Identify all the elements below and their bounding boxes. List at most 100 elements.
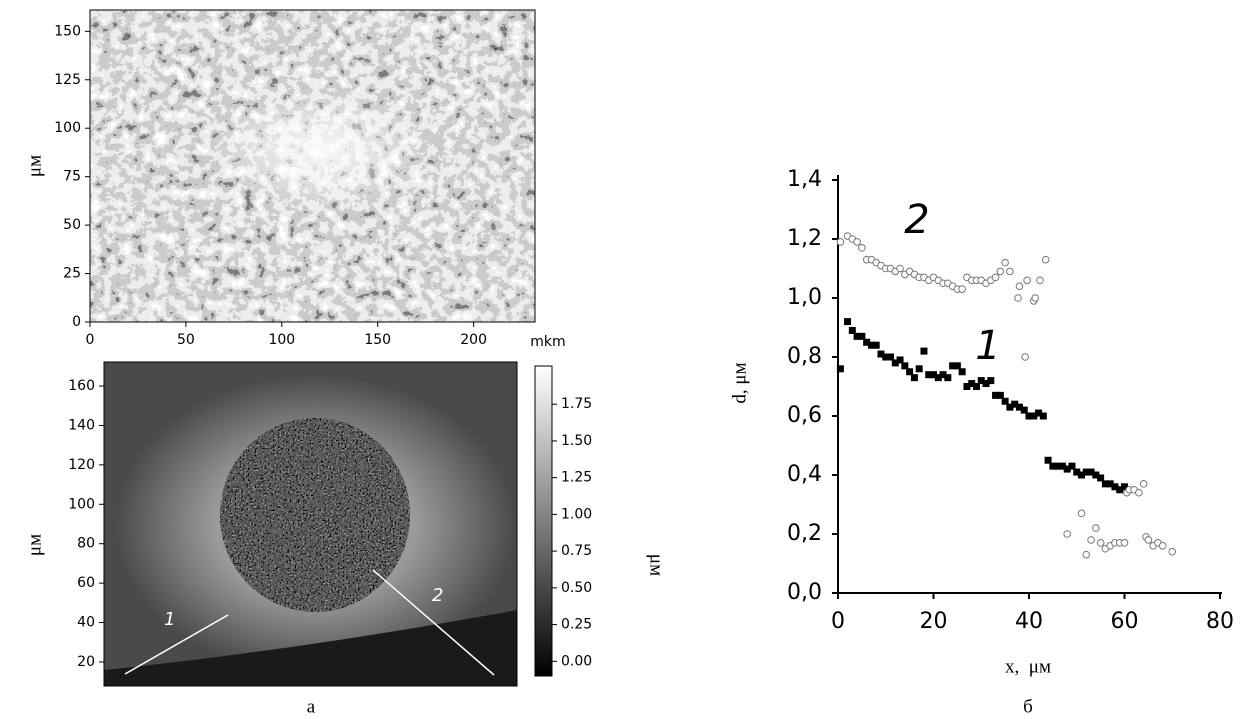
- data-point: [877, 350, 885, 358]
- data-point: [1144, 536, 1153, 544]
- y-tick-label: 150: [54, 23, 81, 39]
- colorbar: [534, 365, 553, 677]
- x-tick-label: 150: [364, 332, 391, 348]
- data-point: [949, 362, 957, 370]
- data-point: [1015, 403, 1023, 411]
- data-point: [1135, 488, 1143, 497]
- x-tick-label: 0: [831, 609, 845, 634]
- data-point: [882, 353, 890, 361]
- colorbar-label: μм: [646, 554, 667, 576]
- data-point: [958, 368, 966, 376]
- data-point: [1097, 474, 1105, 482]
- data-point: [1014, 294, 1022, 302]
- data-point: [1092, 524, 1100, 532]
- heatmap-blob: [220, 418, 410, 612]
- y-tick-label: 1,2: [787, 226, 822, 251]
- data-point: [1082, 468, 1090, 476]
- data-point: [1049, 462, 1057, 470]
- y-tick-label: 160: [68, 378, 95, 394]
- colorbar-tick-label: 0.75: [561, 543, 592, 559]
- data-point: [968, 380, 976, 388]
- colorbar-tick-label: 0.00: [561, 653, 592, 669]
- data-point: [1158, 542, 1167, 550]
- heatmap-frame: [103, 361, 518, 687]
- data-point: [901, 362, 909, 370]
- x-tick-label: 50: [177, 332, 195, 348]
- y-tick-label: 140: [68, 417, 95, 433]
- data-point: [1087, 468, 1095, 476]
- data-point: [1006, 267, 1014, 276]
- data-point: [1021, 353, 1029, 361]
- data-point: [1058, 462, 1066, 470]
- data-point: [1121, 483, 1128, 491]
- data-point: [863, 338, 871, 346]
- x-tick-label: 60: [1111, 609, 1139, 634]
- data-point: [1011, 400, 1019, 408]
- x-tick-label: 80: [1206, 609, 1234, 634]
- data-point: [891, 359, 899, 367]
- data-point: [987, 377, 995, 385]
- data-point: [1020, 406, 1028, 414]
- y-axis-label: d, μм: [729, 362, 750, 403]
- data-point: [1030, 412, 1038, 420]
- data-point: [1101, 480, 1109, 488]
- data-point: [867, 341, 875, 349]
- y-tick-label: 40: [77, 615, 95, 631]
- data-point: [1063, 530, 1071, 538]
- data-point: [977, 377, 985, 385]
- y-tick-label: 80: [77, 536, 95, 552]
- data-point: [910, 374, 918, 382]
- series-label: 1: [975, 323, 1000, 369]
- micrograph-highlight: [210, 90, 430, 210]
- profile-label: 1: [164, 609, 175, 630]
- y-tick-label: 0: [72, 314, 81, 330]
- y-tick-label: 1,0: [787, 285, 822, 310]
- data-point: [1054, 462, 1062, 470]
- data-point: [972, 383, 980, 390]
- data-point: [920, 347, 928, 355]
- y-tick-label: 0,6: [787, 403, 822, 428]
- data-point: [853, 332, 861, 340]
- data-point: [1068, 462, 1076, 470]
- caption: а: [307, 696, 316, 717]
- colorbar-tick-label: 1.00: [561, 506, 592, 522]
- x-tick-label: 200: [460, 332, 487, 348]
- y-tick-label: 100: [68, 496, 95, 512]
- data-point: [1006, 403, 1014, 411]
- series-label: 2: [904, 197, 929, 243]
- data-point: [836, 365, 844, 373]
- data-point: [1120, 539, 1129, 547]
- data-point: [1139, 480, 1148, 488]
- data-point: [1063, 465, 1071, 473]
- data-point: [939, 371, 947, 379]
- data-point: [844, 318, 852, 326]
- data-point: [1044, 456, 1052, 464]
- data-point: [925, 371, 933, 379]
- y-tick-label: 120: [68, 457, 95, 473]
- data-point: [1077, 509, 1086, 518]
- data-point: [1082, 550, 1091, 559]
- data-point: [996, 267, 1005, 276]
- data-point: [1036, 276, 1044, 285]
- y-tick-label: 0,4: [787, 462, 822, 487]
- data-point: [915, 365, 923, 373]
- colorbar-tick-label: 0.50: [561, 580, 592, 596]
- data-point: [1015, 282, 1024, 291]
- data-point: [906, 368, 914, 376]
- data-point: [1041, 255, 1050, 264]
- x-tick-label: 100: [268, 332, 295, 348]
- y-tick-label: 75: [63, 169, 81, 185]
- data-point: [982, 380, 990, 388]
- data-point: [858, 332, 866, 340]
- data-point: [1168, 547, 1177, 556]
- y-tick-label: 60: [77, 575, 95, 591]
- data-point: [1039, 412, 1047, 420]
- y-tick-label: 100: [54, 120, 81, 136]
- colorbar-tick-label: 1.50: [561, 433, 592, 449]
- heatmap-dark-band: [104, 610, 517, 686]
- profile-line: [372, 569, 495, 676]
- data-point: [1025, 412, 1033, 420]
- micrograph-frame: [89, 9, 536, 323]
- data-point: [1106, 480, 1114, 488]
- data-point: [1116, 486, 1124, 494]
